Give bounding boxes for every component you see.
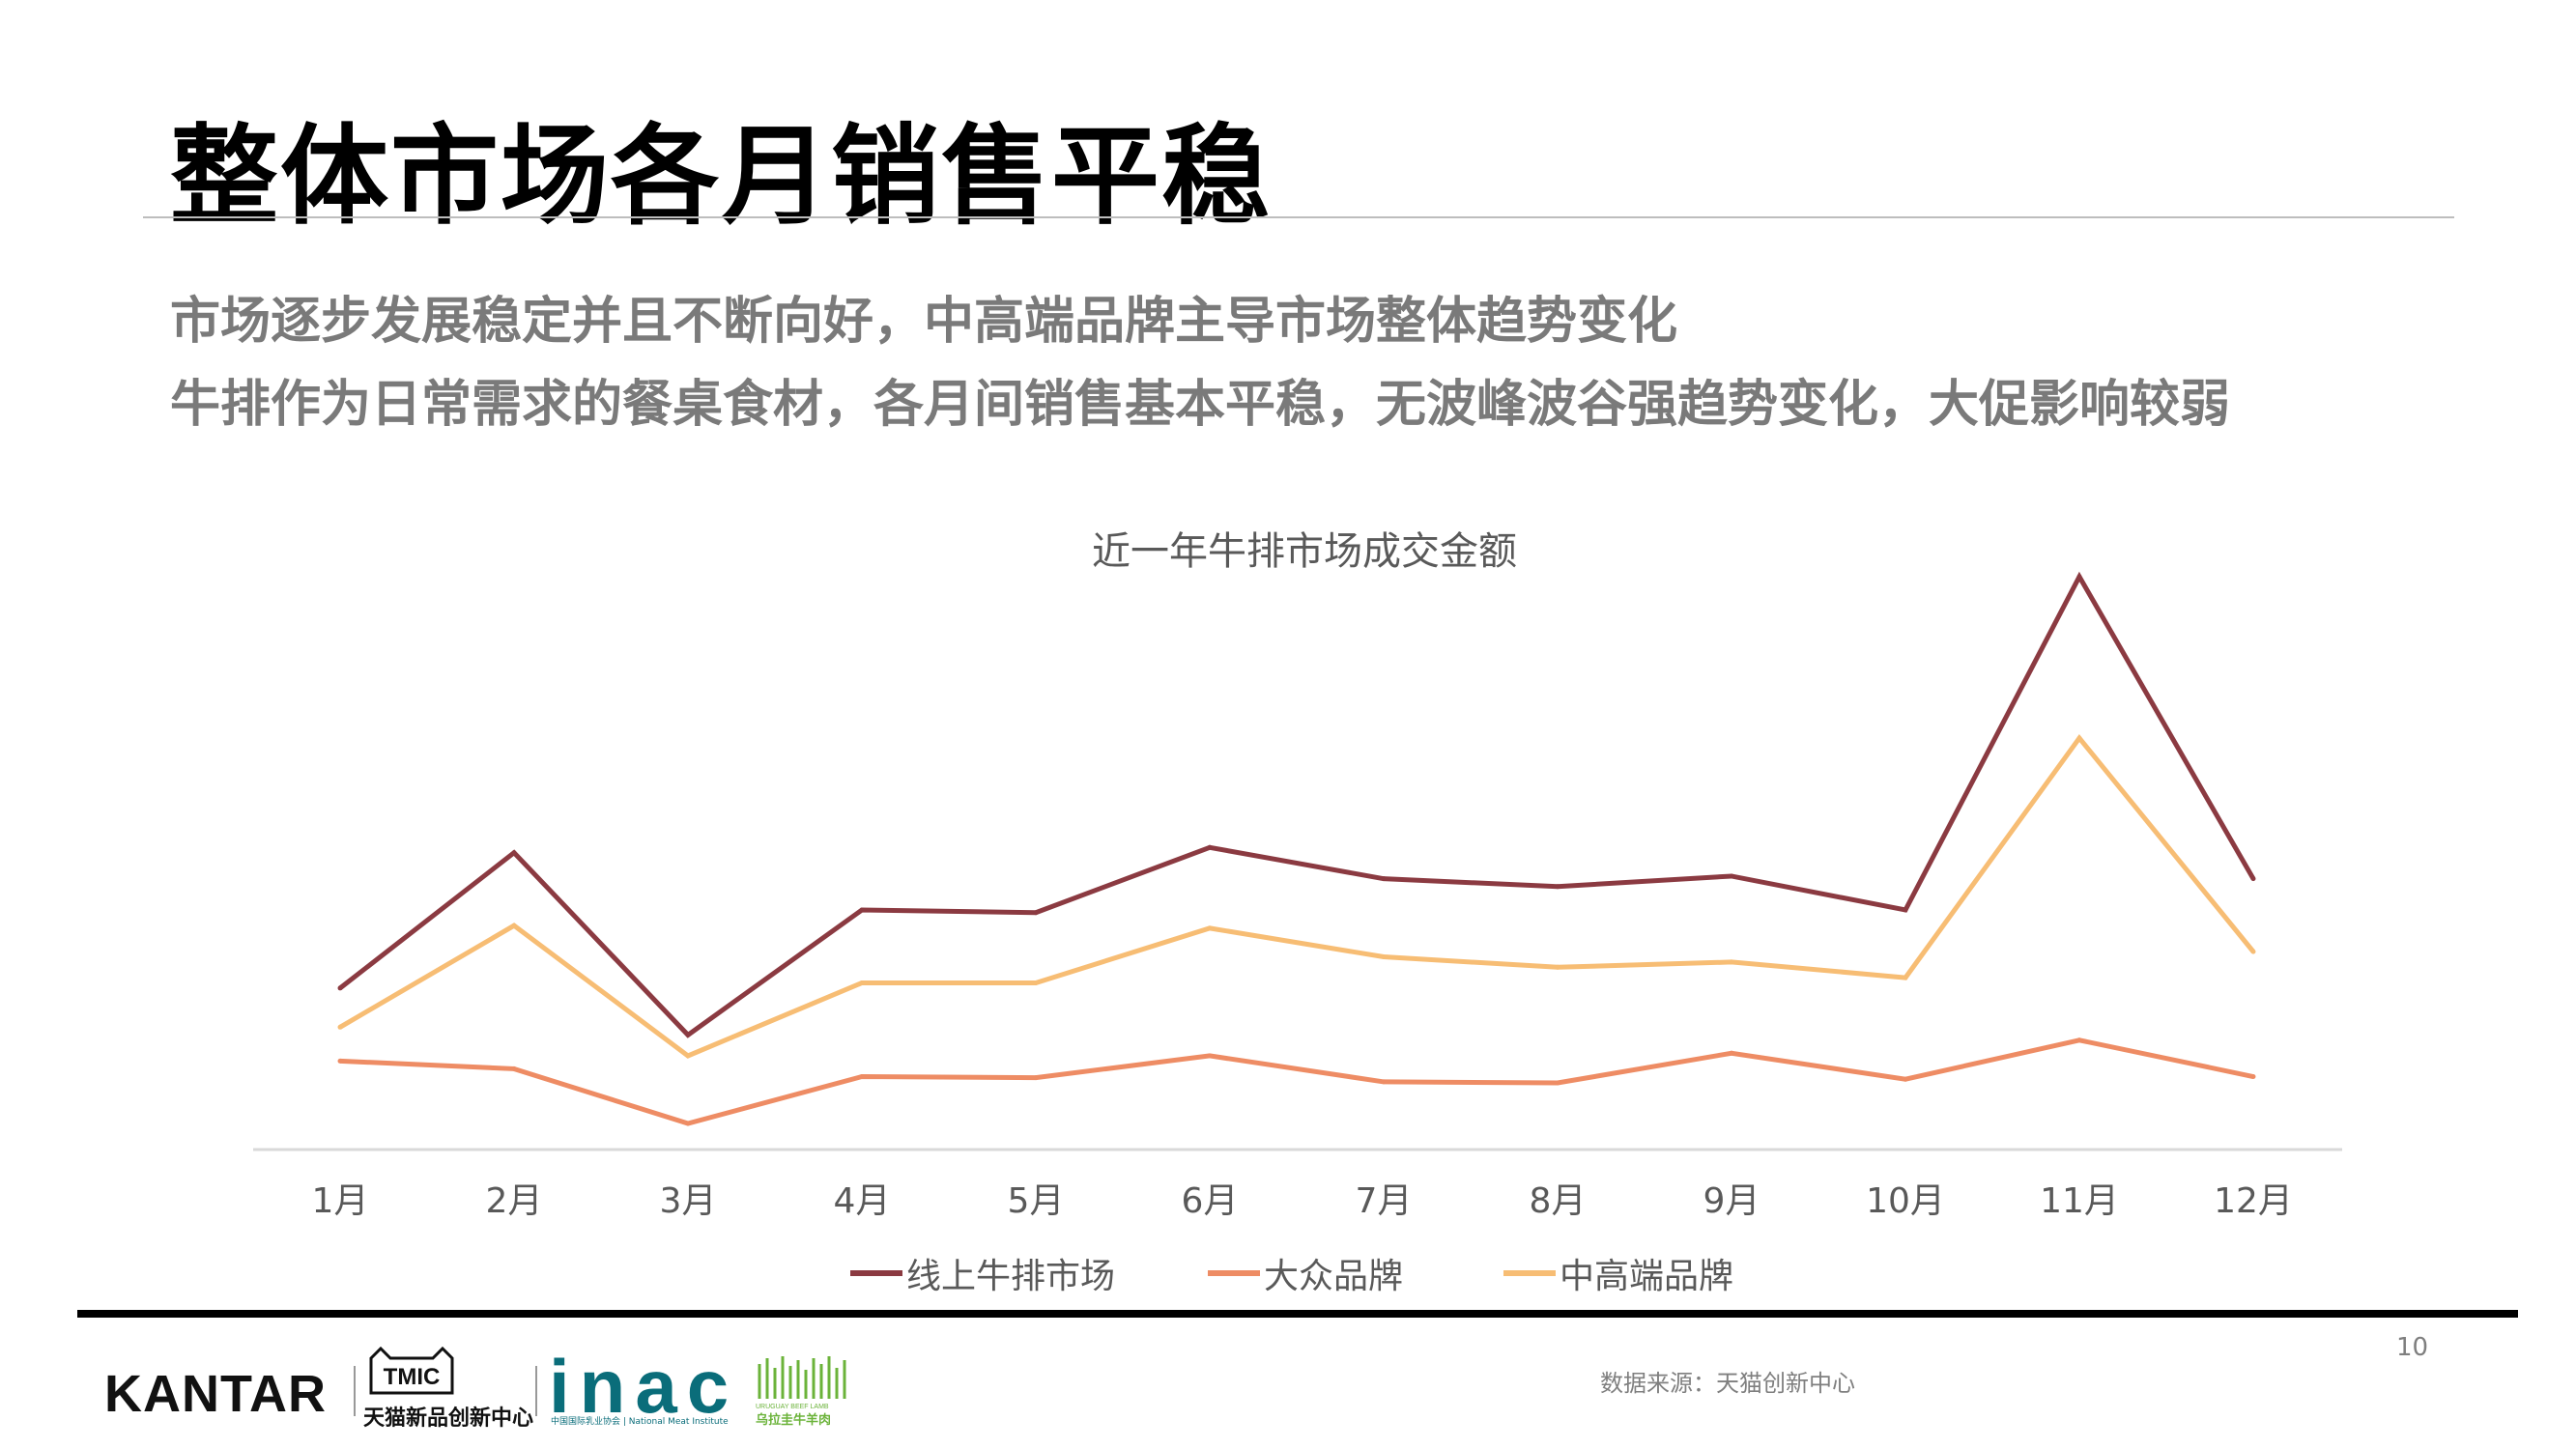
- tmic-logo: TMIC 天猫新品创新中心: [363, 1346, 533, 1431]
- x-tick-label: 4月: [834, 1181, 891, 1221]
- tmic-logo-text: 天猫新品创新中心: [363, 1406, 534, 1431]
- logo-separator: [535, 1366, 537, 1416]
- data-point: [2250, 1074, 2256, 1080]
- data-point: [685, 1032, 691, 1037]
- data-point: [1903, 975, 1908, 980]
- data-point: [1207, 925, 1213, 931]
- data-point: [859, 1074, 865, 1080]
- logo-separator: [354, 1366, 356, 1416]
- data-point: [511, 923, 517, 928]
- footer-divider: [77, 1310, 2518, 1318]
- data-point: [1381, 876, 1387, 882]
- legend-item: 中高端品牌: [1503, 1248, 1733, 1298]
- tmic-cat-icon: TMIC: [369, 1346, 454, 1395]
- data-point: [337, 985, 343, 991]
- data-point: [1729, 873, 1734, 879]
- series-line-1: [338, 571, 2256, 1038]
- legend-swatch: [850, 1270, 902, 1276]
- series-layer: [337, 571, 2256, 1126]
- data-point: [685, 1121, 691, 1126]
- series-line-2: [339, 1037, 2254, 1126]
- data-point: [511, 1065, 517, 1071]
- x-tick-label: 6月: [1182, 1181, 1239, 1221]
- data-point: [1729, 959, 1734, 965]
- uruguay-logo-chinese: 乌拉圭牛羊肉: [756, 1412, 831, 1428]
- legend-label: 线上牛排市场: [906, 1257, 1116, 1296]
- x-tick-label: 9月: [1703, 1181, 1760, 1221]
- data-point: [1555, 1080, 1560, 1086]
- page-number: 10: [2396, 1333, 2429, 1362]
- data-point: [337, 1024, 343, 1030]
- uruguay-beef-logo: URUGUAY BEEF LAMB 乌拉圭牛羊肉: [754, 1352, 860, 1430]
- data-source: 数据来源：天猫创新中心: [1600, 1370, 1855, 1397]
- legend-item: 线上牛排市场: [850, 1248, 1115, 1298]
- data-point: [1555, 964, 1560, 970]
- data-point: [859, 907, 865, 913]
- x-tick-label: 3月: [660, 1181, 717, 1221]
- subtitle-line-1: 市场逐步发展稳定并且不断向好，中高端品牌主导市场整体趋势变化: [170, 293, 1678, 351]
- data-point: [2250, 876, 2256, 882]
- x-tick-label: 8月: [1530, 1181, 1587, 1221]
- data-point: [859, 980, 865, 985]
- data-point: [1207, 1053, 1213, 1059]
- data-point: [2250, 949, 2256, 954]
- data-point: [1729, 1050, 1734, 1056]
- data-point: [1903, 907, 1908, 913]
- chart-legend: 线上牛排市场 大众品牌 中高端品牌: [0, 1248, 2576, 1296]
- x-tick-label: 2月: [486, 1181, 543, 1221]
- data-point: [337, 1058, 343, 1064]
- data-point: [1207, 844, 1213, 850]
- x-tick-label: 12月: [2214, 1181, 2293, 1221]
- data-point: [2076, 574, 2082, 580]
- inac-logo-subtext: 中国国际乳业协会 | National Meat Institute: [551, 1417, 729, 1427]
- line-chart: 1月 2月 3月 4月 5月 6月 7月 8月 9月 10月 11月 12月: [253, 571, 2342, 1221]
- x-tick-label: 10月: [1866, 1181, 1945, 1221]
- legend-item: 大众品牌: [1208, 1248, 1403, 1298]
- data-point: [2076, 735, 2082, 741]
- x-tick-label: 1月: [312, 1181, 369, 1221]
- x-tick-label: 7月: [1356, 1181, 1413, 1221]
- tmic-badge-text: TMIC: [384, 1364, 441, 1390]
- data-point: [1033, 1075, 1039, 1081]
- uruguay-logo-english: URUGUAY BEEF LAMB: [756, 1404, 829, 1410]
- data-point: [1555, 884, 1560, 890]
- x-tick-label: 11月: [2040, 1181, 2119, 1221]
- data-point: [511, 850, 517, 856]
- data-point: [685, 1053, 691, 1059]
- legend-swatch: [1208, 1270, 1260, 1276]
- legend-swatch: [1503, 1270, 1556, 1276]
- partner-logos: KANTAR TMIC 天猫新品创新中心 inac 中国国际乳业协会 | Nat…: [104, 1343, 974, 1431]
- data-point: [1033, 910, 1039, 916]
- legend-label: 中高端品牌: [1560, 1257, 1734, 1296]
- x-tick-label: 5月: [1008, 1181, 1065, 1221]
- data-point: [1381, 1079, 1387, 1085]
- data-point: [1033, 980, 1039, 985]
- data-point: [1903, 1076, 1908, 1082]
- data-point: [2076, 1037, 2082, 1043]
- chart-title: 近一年牛排市场成交金额: [1092, 529, 1517, 574]
- data-point: [1381, 954, 1387, 960]
- page-title: 整体市场各月销售平稳: [170, 114, 1272, 240]
- inac-logo: inac: [549, 1344, 739, 1429]
- grass-icon: URUGUAY BEEF LAMB 乌拉圭牛羊肉: [756, 1356, 846, 1428]
- series-line-3: [338, 733, 2255, 1059]
- legend-label: 大众品牌: [1264, 1257, 1404, 1296]
- title-divider: [143, 216, 2454, 218]
- x-tick-labels: 1月 2月 3月 4月 5月 6月 7月 8月 9月 10月 11月 12月: [312, 1181, 2293, 1221]
- kantar-logo: KANTAR: [104, 1365, 327, 1423]
- subtitle-line-2: 牛排作为日常需求的餐桌食材，各月间销售基本平稳，无波峰波谷强趋势变化，大促影响较…: [170, 376, 2231, 434]
